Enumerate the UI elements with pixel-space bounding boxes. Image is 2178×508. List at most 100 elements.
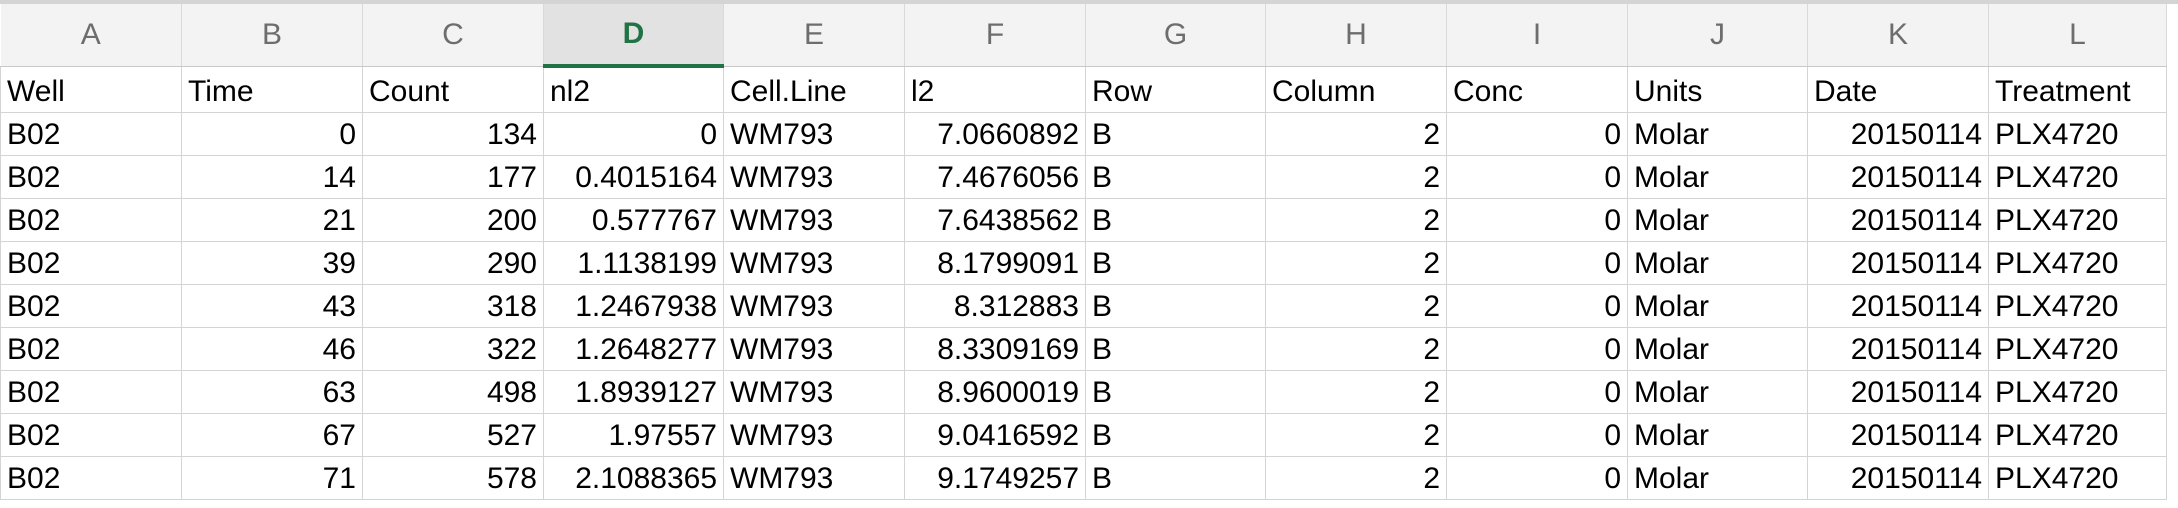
cell-E3[interactable]: WM793 — [723, 155, 905, 199]
cell-C8[interactable]: 498 — [362, 370, 544, 414]
cell-F3[interactable]: 7.4676056 — [904, 155, 1086, 199]
column-header-F[interactable]: F — [904, 4, 1086, 67]
cell-E6[interactable]: WM793 — [723, 284, 905, 328]
cell-K8[interactable]: 20150114 — [1807, 370, 1989, 414]
cell-H5[interactable]: 2 — [1265, 241, 1447, 285]
cell-K2[interactable]: 20150114 — [1807, 112, 1989, 156]
cell-G6[interactable]: B — [1085, 284, 1266, 328]
cell-L10[interactable]: PLX4720 — [1988, 456, 2167, 500]
cell-B10[interactable]: 71 — [181, 456, 363, 500]
column-header-C[interactable]: C — [362, 4, 544, 67]
cell-E7[interactable]: WM793 — [723, 327, 905, 371]
cell-G3[interactable]: B — [1085, 155, 1266, 199]
cell-I8[interactable]: 0 — [1446, 370, 1628, 414]
cell-C9[interactable]: 527 — [362, 413, 544, 457]
column-header-D[interactable]: D — [543, 4, 724, 68]
cell-I4[interactable]: 0 — [1446, 198, 1628, 242]
cell-F8[interactable]: 8.9600019 — [904, 370, 1086, 414]
cell-G10[interactable]: B — [1085, 456, 1266, 500]
cell-J4[interactable]: Molar — [1627, 198, 1808, 242]
column-header-H[interactable]: H — [1265, 4, 1447, 67]
cell-I9[interactable]: 0 — [1446, 413, 1628, 457]
cell-header[interactable]: Units — [1627, 66, 1808, 113]
cell-C5[interactable]: 290 — [362, 241, 544, 285]
cell-B2[interactable]: 0 — [181, 112, 363, 156]
cell-B8[interactable]: 63 — [181, 370, 363, 414]
cell-J6[interactable]: Molar — [1627, 284, 1808, 328]
cell-header[interactable]: l2 — [904, 66, 1086, 113]
cell-H8[interactable]: 2 — [1265, 370, 1447, 414]
cell-I10[interactable]: 0 — [1446, 456, 1628, 500]
column-header-K[interactable]: K — [1807, 4, 1989, 67]
cell-C7[interactable]: 322 — [362, 327, 544, 371]
column-header-A[interactable]: A — [0, 4, 182, 67]
cell-I3[interactable]: 0 — [1446, 155, 1628, 199]
cell-B3[interactable]: 14 — [181, 155, 363, 199]
cell-header[interactable]: Treatment — [1988, 66, 2167, 113]
cell-header[interactable]: Cell.Line — [723, 66, 905, 113]
cell-F6[interactable]: 8.312883 — [904, 284, 1086, 328]
cell-F4[interactable]: 7.6438562 — [904, 198, 1086, 242]
cell-I5[interactable]: 0 — [1446, 241, 1628, 285]
cell-A2[interactable]: B02 — [0, 112, 182, 156]
cell-J10[interactable]: Molar — [1627, 456, 1808, 500]
cell-header[interactable]: Row — [1085, 66, 1266, 113]
cell-K7[interactable]: 20150114 — [1807, 327, 1989, 371]
cell-I6[interactable]: 0 — [1446, 284, 1628, 328]
cell-J9[interactable]: Molar — [1627, 413, 1808, 457]
cell-A3[interactable]: B02 — [0, 155, 182, 199]
cell-H7[interactable]: 2 — [1265, 327, 1447, 371]
cell-B6[interactable]: 43 — [181, 284, 363, 328]
cell-C4[interactable]: 200 — [362, 198, 544, 242]
cell-F10[interactable]: 9.1749257 — [904, 456, 1086, 500]
cell-I7[interactable]: 0 — [1446, 327, 1628, 371]
cell-D7[interactable]: 1.2648277 — [543, 327, 724, 371]
cell-F7[interactable]: 8.3309169 — [904, 327, 1086, 371]
cell-A7[interactable]: B02 — [0, 327, 182, 371]
cell-F2[interactable]: 7.0660892 — [904, 112, 1086, 156]
cell-L7[interactable]: PLX4720 — [1988, 327, 2167, 371]
cell-E10[interactable]: WM793 — [723, 456, 905, 500]
cell-F9[interactable]: 9.0416592 — [904, 413, 1086, 457]
cell-K10[interactable]: 20150114 — [1807, 456, 1989, 500]
column-header-I[interactable]: I — [1446, 4, 1628, 67]
cell-E9[interactable]: WM793 — [723, 413, 905, 457]
cell-J5[interactable]: Molar — [1627, 241, 1808, 285]
cell-H4[interactable]: 2 — [1265, 198, 1447, 242]
cell-G5[interactable]: B — [1085, 241, 1266, 285]
cell-B7[interactable]: 46 — [181, 327, 363, 371]
cell-E8[interactable]: WM793 — [723, 370, 905, 414]
cell-L8[interactable]: PLX4720 — [1988, 370, 2167, 414]
cell-A10[interactable]: B02 — [0, 456, 182, 500]
cell-D4[interactable]: 0.577767 — [543, 198, 724, 242]
cell-E5[interactable]: WM793 — [723, 241, 905, 285]
column-header-E[interactable]: E — [723, 4, 905, 67]
cell-header[interactable]: Well — [0, 66, 182, 113]
cell-D10[interactable]: 2.1088365 — [543, 456, 724, 500]
cell-D9[interactable]: 1.97557 — [543, 413, 724, 457]
cell-D5[interactable]: 1.1138199 — [543, 241, 724, 285]
cell-G2[interactable]: B — [1085, 112, 1266, 156]
cell-C2[interactable]: 134 — [362, 112, 544, 156]
cell-D8[interactable]: 1.8939127 — [543, 370, 724, 414]
cell-D2[interactable]: 0 — [543, 112, 724, 156]
cell-B5[interactable]: 39 — [181, 241, 363, 285]
cell-H9[interactable]: 2 — [1265, 413, 1447, 457]
cell-L6[interactable]: PLX4720 — [1988, 284, 2167, 328]
cell-A9[interactable]: B02 — [0, 413, 182, 457]
cell-header[interactable]: Time — [181, 66, 363, 113]
cell-A4[interactable]: B02 — [0, 198, 182, 242]
cell-H2[interactable]: 2 — [1265, 112, 1447, 156]
cell-header[interactable]: nl2 — [543, 66, 724, 113]
cell-A5[interactable]: B02 — [0, 241, 182, 285]
cell-A6[interactable]: B02 — [0, 284, 182, 328]
cell-header[interactable]: Conc — [1446, 66, 1628, 113]
cell-D6[interactable]: 1.2467938 — [543, 284, 724, 328]
cell-H10[interactable]: 2 — [1265, 456, 1447, 500]
cell-L9[interactable]: PLX4720 — [1988, 413, 2167, 457]
cell-J3[interactable]: Molar — [1627, 155, 1808, 199]
cell-G8[interactable]: B — [1085, 370, 1266, 414]
cell-J2[interactable]: Molar — [1627, 112, 1808, 156]
cell-L3[interactable]: PLX4720 — [1988, 155, 2167, 199]
